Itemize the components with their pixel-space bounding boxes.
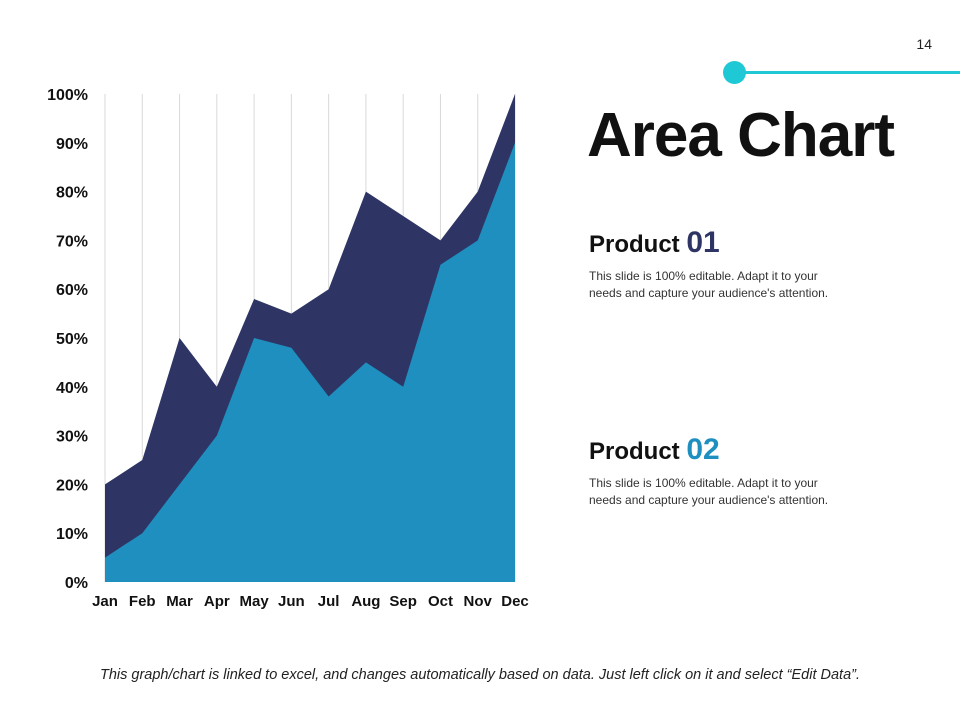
- product-02-heading: Product 02: [589, 433, 839, 467]
- x-tick-label-jul: Jul: [318, 593, 340, 610]
- product-01-label: Product: [589, 231, 680, 258]
- footnote: This graph/chart is linked to excel, and…: [99, 667, 861, 683]
- product-01-block: Product 01 This slide is 100% editable. …: [589, 226, 839, 302]
- product-02-description: This slide is 100% editable. Adapt it to…: [589, 476, 829, 507]
- x-tick-label-nov: Nov: [464, 593, 493, 610]
- area-chart[interactable]: 0% 10% 20% 30% 40% 50% 60% 70% 80% 90% 100% Jan Feb M…: [0, 0, 560, 640]
- y-tick-label: 50%: [56, 331, 88, 348]
- x-tick-label-may: May: [239, 593, 269, 610]
- accent-line: [734, 71, 960, 74]
- y-tick-label: 90%: [56, 136, 88, 153]
- x-tick-label-mar: Mar: [166, 593, 193, 610]
- product-01-heading: Product 01: [589, 226, 839, 260]
- product-01-number: 01: [686, 226, 720, 259]
- x-tick-label-jan: Jan: [92, 593, 118, 610]
- x-tick-label-aug: Aug: [351, 593, 380, 610]
- y-tick-label: 80%: [56, 185, 88, 202]
- x-tick-label-apr: Apr: [204, 593, 230, 610]
- y-tick-label: 30%: [56, 429, 88, 446]
- y-tick-label: 60%: [56, 282, 88, 299]
- x-tick-label-feb: Feb: [129, 593, 156, 610]
- y-tick-label: 100%: [47, 87, 88, 104]
- product-02-label: Product: [589, 438, 680, 465]
- slide-title: Area Chart: [587, 101, 895, 170]
- product-02-block: Product 02 This slide is 100% editable. …: [589, 433, 839, 509]
- y-tick-label: 10%: [56, 526, 88, 543]
- y-tick-label: 0%: [65, 575, 88, 592]
- y-tick-label: 40%: [56, 380, 88, 397]
- x-tick-label-dec: Dec: [501, 593, 529, 610]
- y-tick-label: 70%: [56, 233, 88, 250]
- product-02-number: 02: [686, 433, 720, 466]
- product-01-description: This slide is 100% editable. Adapt it to…: [589, 269, 829, 300]
- y-tick-label: 20%: [56, 477, 88, 494]
- x-tick-label-sep: Sep: [389, 593, 417, 610]
- x-tick-label-oct: Oct: [428, 593, 453, 610]
- accent-dot: [723, 61, 746, 84]
- area-series-2[interactable]: [105, 142, 515, 583]
- page-number: 14: [916, 36, 932, 52]
- x-tick-label-jun: Jun: [278, 593, 305, 610]
